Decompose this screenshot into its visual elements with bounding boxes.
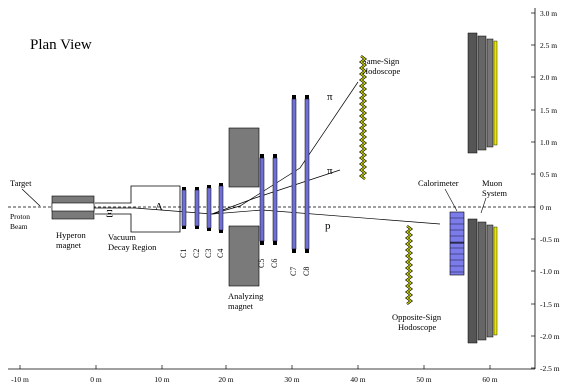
- same-sign-label-2: Hodoscope: [362, 66, 400, 76]
- y-tick-label: -0.5 m: [540, 235, 560, 244]
- x-tick: 0 m: [90, 365, 102, 384]
- y-tick: -1.0 m: [531, 267, 560, 276]
- y-tick-label: -1.0 m: [540, 267, 560, 276]
- x-tick: 30 m: [284, 365, 300, 384]
- x-tick-label: 20 m: [218, 375, 233, 384]
- y-tick: 1.5 m: [531, 106, 557, 115]
- x-tick: 40 m: [350, 365, 366, 384]
- chamber-c3: C3: [204, 185, 213, 258]
- diagram-title: Plan View: [30, 37, 92, 53]
- opposite-sign-label-2: Hodoscope: [398, 322, 436, 332]
- hyperon-magnet-label-2: magnet: [56, 240, 82, 250]
- analyzing-magnet-label-2: magnet: [228, 301, 254, 311]
- opposite-sign-label-1: Opposite-Sign: [392, 312, 442, 322]
- x-tick: -10 m: [11, 365, 29, 384]
- chamber-c8: C8: [302, 95, 311, 276]
- same-sign-label-1: Same-Sign: [362, 56, 400, 66]
- x-tick: 50 m: [416, 365, 432, 384]
- calorimeter-pointer: [444, 188, 458, 212]
- chamber-label: C7: [289, 267, 298, 276]
- y-tick: 0 m: [531, 203, 552, 212]
- chamber-c4: C4: [216, 183, 225, 258]
- proton-beam-label-1: Proton: [10, 212, 30, 221]
- lambda-track: [134, 207, 213, 215]
- analyzing-magnet: [228, 127, 260, 287]
- chamber-c5: C5: [257, 154, 266, 268]
- x-tick: 10 m: [154, 365, 170, 384]
- x-tick-label: 40 m: [350, 375, 365, 384]
- hyperon-magnet-label-1: Hyperon: [56, 230, 86, 240]
- pi-upper-track: [211, 81, 359, 215]
- y-tick: 2.0 m: [531, 73, 557, 82]
- chamber-label: C6: [270, 259, 279, 268]
- x-tick-label: 60 m: [482, 375, 497, 384]
- x-tick-label: 0 m: [90, 375, 102, 384]
- muon-pointer: [480, 197, 487, 214]
- muon-label-2: System: [482, 188, 507, 198]
- y-tick: -2.5 m: [531, 364, 560, 373]
- calorimeter: [449, 211, 465, 276]
- y-tick: -0.5 m: [531, 235, 560, 244]
- y-tick-label: -2.5 m: [540, 364, 560, 373]
- y-tick: 3.0 m: [531, 9, 557, 18]
- y-tick-label: -1.5 m: [540, 300, 560, 309]
- x-tick-label: 50 m: [416, 375, 431, 384]
- pi-lower-label: π: [327, 165, 333, 177]
- y-tick: 2.5 m: [531, 41, 557, 50]
- x-tick-label: 10 m: [154, 375, 169, 384]
- vacuum-label-2: Decay Region: [108, 242, 157, 252]
- y-tick: -2.0 m: [531, 332, 560, 341]
- muon-system: [467, 32, 498, 344]
- opposite-sign-hodoscope: [405, 225, 413, 305]
- y-tick: -1.5 m: [531, 300, 560, 309]
- y-tick-label: 2.0 m: [540, 73, 557, 82]
- chamber-label: C4: [216, 249, 225, 258]
- x-tick-label: 30 m: [284, 375, 299, 384]
- chamber-label: C8: [302, 267, 311, 276]
- chamber-label: C5: [257, 259, 266, 268]
- lambda-label: Λ: [155, 201, 163, 213]
- chamber-label: C1: [179, 249, 188, 258]
- y-tick: 1.0 m: [531, 138, 557, 147]
- y-tick-label: -2.0 m: [540, 332, 560, 341]
- proton-label: p: [325, 220, 331, 232]
- chamber-label: C2: [192, 249, 201, 258]
- vacuum-decay-region: [95, 185, 181, 233]
- chamber-c2: C2: [192, 187, 201, 258]
- x-axis-ticks: -10 m 0 m 10 m 20 m 30 m 40 m 50 m 60 m: [11, 365, 498, 384]
- chamber-c1: C1: [179, 187, 188, 258]
- y-axis-ticks: 3.0 m 2.5 m 2.0 m 1.5 m 1.0 m 0.5 m 0 m …: [531, 9, 560, 373]
- y-tick-label: 1.0 m: [540, 138, 557, 147]
- chamber-c6: C6: [270, 154, 279, 268]
- target-pointer: [21, 188, 41, 207]
- chamber-c7: C7: [289, 95, 298, 276]
- x-tick: 20 m: [218, 365, 234, 384]
- pi-lower-track: [211, 169, 341, 215]
- pi-upper-label: π: [327, 91, 333, 103]
- x-tick-label: -10 m: [11, 375, 29, 384]
- hyperon-magnet: [51, 195, 95, 220]
- y-tick: 0.5 m: [531, 170, 557, 179]
- y-tick-label: 0.5 m: [540, 170, 557, 179]
- y-tick-label: 0 m: [540, 203, 552, 212]
- proton-beam-label-2: Beam: [10, 222, 28, 231]
- chamber-label: C3: [204, 249, 213, 258]
- vacuum-label-1: Vacuum: [108, 232, 136, 242]
- y-tick-label: 2.5 m: [540, 41, 557, 50]
- same-sign-hodoscope: [359, 55, 367, 180]
- analyzing-magnet-label-1: Analyzing: [228, 291, 264, 301]
- x-tick: 60 m: [482, 365, 498, 384]
- calorimeter-label: Calorimeter: [418, 178, 459, 188]
- y-tick-label: 3.0 m: [540, 9, 557, 18]
- muon-label-1: Muon: [482, 178, 503, 188]
- particle-tracks: [94, 81, 441, 225]
- y-tick-label: 1.5 m: [540, 106, 557, 115]
- target-label: Target: [10, 178, 32, 188]
